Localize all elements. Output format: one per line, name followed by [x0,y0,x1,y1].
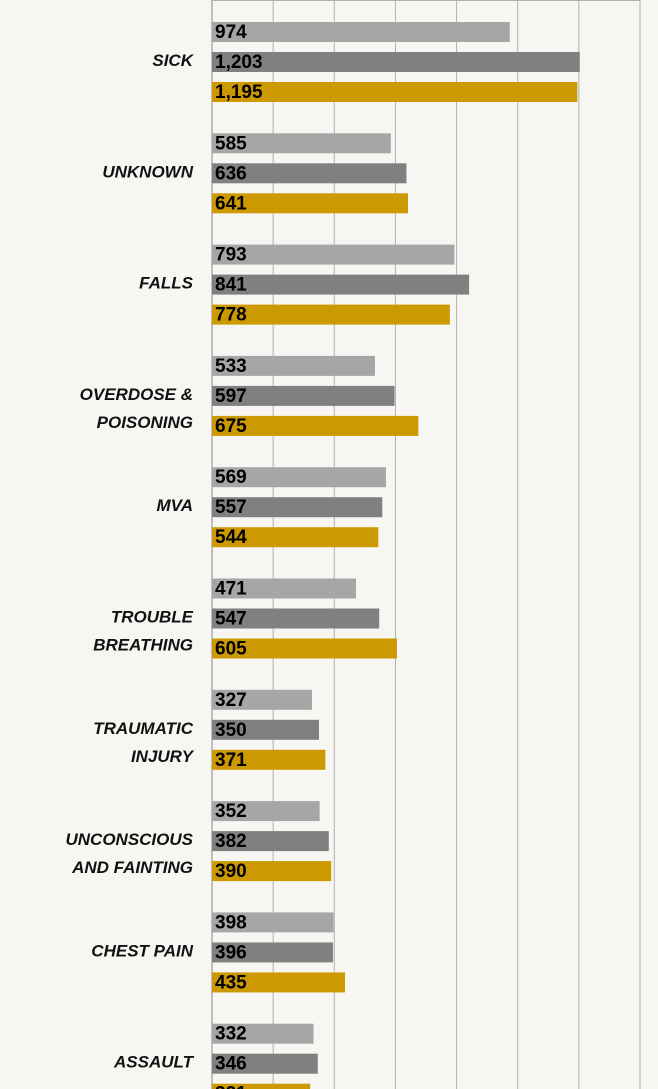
value-label: 974 [215,22,247,43]
value-label: 471 [215,579,247,600]
bar [212,1083,311,1089]
category-label: UNKNOWN [102,163,193,182]
value-label: 585 [215,133,247,154]
bar [212,638,397,659]
bar [212,719,319,740]
category-label: MVA [156,497,193,516]
value-label: 675 [215,416,247,437]
bar [212,415,419,436]
category-label: SICK [152,51,194,70]
value-label: 793 [215,245,247,266]
bar [212,608,380,629]
value-label: 841 [215,275,247,296]
value-label: 1,203 [215,52,263,73]
value-label: 636 [215,163,247,184]
bar [212,942,334,963]
bar [212,355,375,376]
bar [212,385,395,406]
bar [212,527,379,548]
value-label: 597 [215,386,247,407]
bar [212,972,345,993]
bar [212,801,320,822]
bar [212,304,450,325]
value-label: 390 [215,861,247,882]
bar [212,274,470,295]
value-label: 346 [215,1054,247,1075]
value-label: 435 [215,972,247,993]
category-label: OVERDOSE & POISONING [80,385,193,432]
value-label: 398 [215,912,247,933]
value-label: 1,195 [215,82,263,103]
bar [212,497,383,518]
bar [212,52,580,72]
bar [212,831,329,852]
bar [212,861,332,882]
bar [212,1053,318,1074]
category-label: ASSAULT [113,1053,195,1072]
value-label: 778 [215,305,247,326]
value-label: 371 [215,750,247,771]
bar [212,689,312,710]
value-label: 605 [215,639,247,660]
bar [212,193,408,214]
bar [212,467,386,488]
value-label: 396 [215,942,247,963]
value-label: 533 [215,356,247,377]
value-label: 352 [215,801,247,822]
bar [212,82,578,102]
value-label: 382 [215,831,247,852]
value-label: 547 [215,609,247,630]
value-label: 332 [215,1024,247,1045]
value-label: 557 [215,497,247,518]
value-label: 327 [215,690,247,711]
bar [212,244,455,265]
value-label: 321 [215,1084,247,1089]
bar [212,749,326,770]
value-label: 544 [215,527,247,548]
category-label: UNCONSCIOUS AND FAINTING [65,831,193,878]
bar [212,133,391,154]
category-label: FALLS [139,274,193,293]
bar [212,578,356,599]
category-label: TROUBLE BREATHING [93,608,193,655]
value-label: 569 [215,467,247,488]
bar [212,163,407,184]
bar [212,22,510,42]
value-label: 641 [215,193,247,214]
value-label: 350 [215,720,247,741]
category-label: CHEST PAIN [91,942,193,961]
bar [212,912,334,933]
category-label: TRAUMATIC INJURY [93,719,194,766]
bar [212,1023,314,1044]
